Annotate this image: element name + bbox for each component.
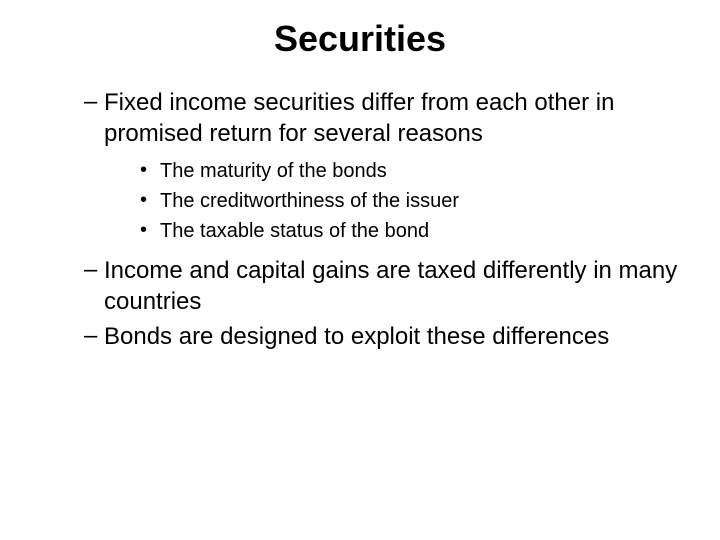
bullet-text: The taxable status of the bond [160, 219, 680, 245]
slide-title: Securities [40, 18, 680, 60]
bullet-level2: • The maturity of the bonds [140, 159, 680, 185]
bullet-level2: • The taxable status of the bond [140, 219, 680, 245]
bullet-text: The creditworthiness of the issuer [160, 189, 680, 215]
bullet-level1: – Income and capital gains are taxed dif… [84, 256, 680, 317]
dot-bullet-icon: • [140, 219, 160, 242]
dash-bullet-icon: – [84, 256, 104, 317]
dot-bullet-icon: • [140, 159, 160, 182]
bullet-level1: – Fixed income securities differ from ea… [84, 88, 680, 149]
bullet-level2: • The creditworthiness of the issuer [140, 189, 680, 215]
slide: Securities – Fixed income securities dif… [0, 0, 720, 540]
bullet-text: Bonds are designed to exploit these diff… [104, 322, 680, 353]
bullet-text: Fixed income securities differ from each… [104, 88, 680, 149]
dash-bullet-icon: – [84, 88, 104, 149]
dot-bullet-icon: • [140, 189, 160, 212]
bullet-level1: – Bonds are designed to exploit these di… [84, 322, 680, 353]
spacer [40, 248, 680, 256]
dash-bullet-icon: – [84, 322, 104, 353]
bullet-text: Income and capital gains are taxed diffe… [104, 256, 680, 317]
bullet-text: The maturity of the bonds [160, 159, 680, 185]
